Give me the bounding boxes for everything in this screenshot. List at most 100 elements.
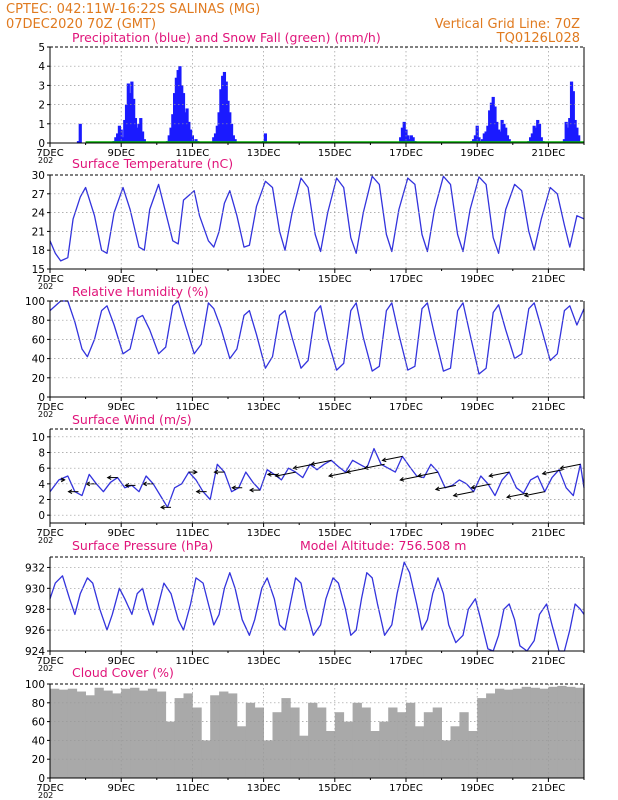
wind-xtick-label: 13DEC <box>247 528 281 539</box>
wind-arrow <box>453 491 474 497</box>
precip-bar <box>183 112 187 143</box>
cloud-cover-panel: Cloud Cover (%) 0 20 40 60 80 100 7DEC 9DEC 11DE… <box>25 665 585 800</box>
precip-marks <box>76 66 584 143</box>
precip-bar <box>568 118 572 143</box>
precip-bar <box>217 112 221 143</box>
cloud-bar <box>397 712 407 778</box>
cloud-bar <box>272 712 282 778</box>
precip-bar <box>189 129 193 143</box>
cloud-bar <box>423 712 434 778</box>
cloud-ytick-label: 0 <box>38 773 45 785</box>
wind-arrow <box>382 455 403 461</box>
cloud-bar <box>76 691 86 778</box>
wind-arrow-head <box>213 469 219 475</box>
pres-line <box>49 561 585 652</box>
temp-xtick-label: 7DEC <box>36 274 63 285</box>
precip-bar <box>228 112 232 143</box>
temp-ytick-label: 18 <box>32 245 45 257</box>
precip-bar <box>137 123 141 143</box>
wind-arrow <box>328 471 350 477</box>
precip-bar <box>409 135 413 143</box>
precip-bar <box>114 137 118 143</box>
temp-ytick-label: 15 <box>32 264 45 276</box>
rh-xtick-label: 9DEC <box>108 402 135 413</box>
rh-xtick-label: 17DEC <box>389 402 423 413</box>
rh-xtick-label: 11DEC <box>176 402 210 413</box>
precip-bar <box>178 66 182 143</box>
pressure-model-altitude: Model Altitude: 756.508 m <box>300 538 466 553</box>
wind-marks <box>49 447 585 510</box>
precip-bar <box>229 123 234 143</box>
precip-bar <box>569 81 574 143</box>
cloud-bar <box>139 690 149 778</box>
cloud-ytick-label: 60 <box>32 717 45 729</box>
cloud-ytick-label: 40 <box>32 735 45 747</box>
cloud-bar <box>432 707 442 778</box>
cloud-bar <box>530 687 540 778</box>
precip-bar <box>402 121 406 143</box>
precip-bar <box>406 135 410 143</box>
rh-marks <box>49 300 585 375</box>
precip-bar <box>194 139 198 143</box>
cloud-bar <box>165 721 175 778</box>
precip-bar <box>174 77 178 143</box>
wind-arrow-head <box>452 492 458 498</box>
precip-bar <box>180 85 184 143</box>
cloud-xtick-label: 19DEC <box>460 783 494 794</box>
cloud-xtick-label: 9DEC <box>108 783 135 794</box>
cloud-bar <box>379 721 389 778</box>
wind-arrow <box>489 471 510 477</box>
rh-ytick-label: 60 <box>32 334 45 346</box>
wind-arrow <box>506 492 528 498</box>
precip-bar <box>500 119 504 143</box>
temp-ytick-label: 24 <box>32 208 46 220</box>
precip-bar <box>169 127 173 143</box>
rh-ytick-label: 0 <box>38 392 45 404</box>
precip-bar <box>167 135 171 143</box>
precip-bar <box>219 89 223 143</box>
precip-bar <box>475 125 479 143</box>
wind-xtick-label: 17DEC <box>389 528 423 539</box>
pres-xtick-label: 21DEC <box>532 656 566 667</box>
pres-xtick-label: 7DEC <box>36 656 63 667</box>
precip-bar <box>472 139 476 143</box>
wind-arrow-head <box>231 485 236 491</box>
temp-xtick-label: 9DEC <box>108 274 135 285</box>
humidity-title: Relative Humidity (%) <box>72 284 209 299</box>
cloud-bar <box>361 707 371 778</box>
cloud-bar <box>308 702 318 778</box>
rh-ytick-label: 80 <box>32 315 45 327</box>
wind-ytick-label: 4 <box>38 479 45 491</box>
precip-bar <box>575 127 579 143</box>
wind-arrow-head <box>274 473 280 478</box>
cloud-bar <box>147 688 158 778</box>
cloud-bar <box>210 695 220 778</box>
wind-arrow <box>364 463 385 469</box>
wind-arrow <box>311 459 332 465</box>
temp-ytick-label: 21 <box>32 226 45 238</box>
precip-bar <box>176 70 180 143</box>
precip-bar <box>491 96 495 143</box>
wind-ytick-label: 10 <box>32 432 45 444</box>
cloud-bar <box>512 688 523 778</box>
wind-arrow-head <box>559 465 565 470</box>
precip-bar <box>534 127 538 143</box>
rh-xtick-label: 13DEC <box>247 402 281 413</box>
pres-xtick-label: 19DEC <box>460 656 494 667</box>
wind-arrow-head <box>266 472 272 477</box>
precip-xtick-label: 7DEC <box>36 148 63 159</box>
precip-xtick-label: 17DEC <box>389 148 423 159</box>
precip-ytick-label: 4 <box>38 61 45 73</box>
wind-arrow-head <box>523 492 529 498</box>
wind-arrow-head <box>328 473 334 478</box>
rh-line <box>49 300 585 375</box>
precip-bar <box>566 127 570 143</box>
cloud-year-label: 202 <box>38 791 53 800</box>
precip-bar <box>224 81 228 143</box>
wind-xtick-label: 7DEC <box>36 528 63 539</box>
precip-bar <box>480 139 485 143</box>
cloud-bar <box>548 686 558 778</box>
wind-arrow-head <box>60 477 66 483</box>
precip-bar <box>573 119 577 143</box>
